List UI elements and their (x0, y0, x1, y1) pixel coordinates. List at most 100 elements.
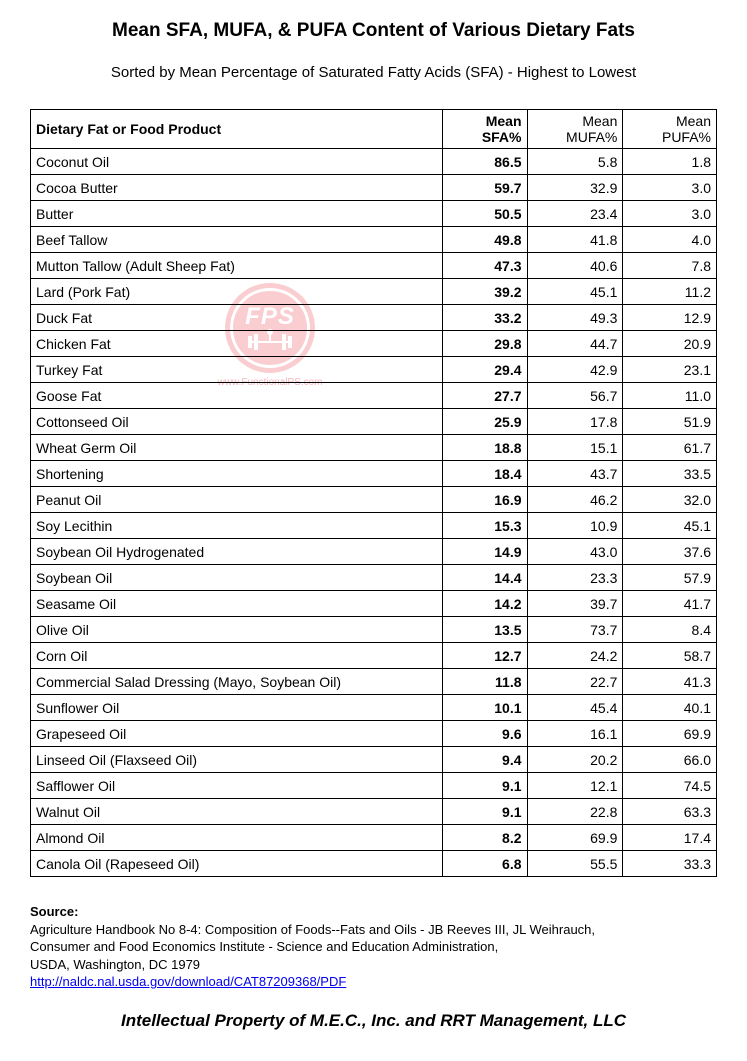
cell-sfa: 6.8 (442, 851, 527, 877)
cell-product: Sunflower Oil (31, 695, 443, 721)
table-row: Linseed Oil (Flaxseed Oil)9.420.266.0 (31, 747, 717, 773)
cell-pufa: 11.2 (623, 279, 717, 305)
cell-mufa: 40.6 (527, 253, 623, 279)
cell-product: Mutton Tallow (Adult Sheep Fat) (31, 253, 443, 279)
cell-pufa: 23.1 (623, 357, 717, 383)
cell-pufa: 3.0 (623, 201, 717, 227)
cell-sfa: 14.4 (442, 565, 527, 591)
cell-mufa: 69.9 (527, 825, 623, 851)
cell-sfa: 86.5 (442, 149, 527, 175)
cell-sfa: 29.4 (442, 357, 527, 383)
cell-product: Cottonseed Oil (31, 409, 443, 435)
cell-product: Grapeseed Oil (31, 721, 443, 747)
cell-mufa: 10.9 (527, 513, 623, 539)
table-row: Soybean Oil Hydrogenated14.943.037.6 (31, 539, 717, 565)
table-row: Coconut Oil86.55.81.8 (31, 149, 717, 175)
cell-sfa: 11.8 (442, 669, 527, 695)
table-row: Sunflower Oil10.145.440.1 (31, 695, 717, 721)
cell-product: Butter (31, 201, 443, 227)
cell-mufa: 46.2 (527, 487, 623, 513)
cell-sfa: 25.9 (442, 409, 527, 435)
source-line-2: Consumer and Food Economics Institute - … (30, 939, 498, 954)
table-body: Coconut Oil86.55.81.8Cocoa Butter59.732.… (31, 149, 717, 877)
cell-product: Canola Oil (Rapeseed Oil) (31, 851, 443, 877)
table-row: Safflower Oil9.112.174.5 (31, 773, 717, 799)
cell-sfa: 18.4 (442, 461, 527, 487)
table-row: Duck Fat33.249.312.9 (31, 305, 717, 331)
cell-sfa: 49.8 (442, 227, 527, 253)
cell-mufa: 55.5 (527, 851, 623, 877)
cell-mufa: 22.8 (527, 799, 623, 825)
table-row: Chicken Fat29.844.720.9 (31, 331, 717, 357)
cell-sfa: 14.2 (442, 591, 527, 617)
table-row: Mutton Tallow (Adult Sheep Fat)47.340.67… (31, 253, 717, 279)
cell-pufa: 66.0 (623, 747, 717, 773)
cell-product: Linseed Oil (Flaxseed Oil) (31, 747, 443, 773)
cell-product: Soy Lecithin (31, 513, 443, 539)
cell-mufa: 23.4 (527, 201, 623, 227)
cell-mufa: 42.9 (527, 357, 623, 383)
cell-sfa: 12.7 (442, 643, 527, 669)
cell-pufa: 7.8 (623, 253, 717, 279)
cell-mufa: 16.1 (527, 721, 623, 747)
cell-pufa: 45.1 (623, 513, 717, 539)
cell-sfa: 18.8 (442, 435, 527, 461)
table-row: Canola Oil (Rapeseed Oil)6.855.533.3 (31, 851, 717, 877)
cell-product: Lard (Pork Fat) (31, 279, 443, 305)
cell-sfa: 15.3 (442, 513, 527, 539)
cell-pufa: 12.9 (623, 305, 717, 331)
source-block: Source: Agriculture Handbook No 8-4: Com… (30, 903, 717, 991)
cell-mufa: 41.8 (527, 227, 623, 253)
cell-pufa: 3.0 (623, 175, 717, 201)
cell-product: Corn Oil (31, 643, 443, 669)
cell-pufa: 1.8 (623, 149, 717, 175)
cell-product: Soybean Oil (31, 565, 443, 591)
cell-mufa: 45.4 (527, 695, 623, 721)
cell-pufa: 11.0 (623, 383, 717, 409)
table-row: Almond Oil8.269.917.4 (31, 825, 717, 851)
page-subtitle: Sorted by Mean Percentage of Saturated F… (30, 64, 717, 81)
cell-sfa: 9.1 (442, 799, 527, 825)
copyright-notice: Intellectual Property of M.E.C., Inc. an… (30, 1011, 717, 1031)
cell-mufa: 43.7 (527, 461, 623, 487)
cell-mufa: 56.7 (527, 383, 623, 409)
cell-product: Safflower Oil (31, 773, 443, 799)
cell-mufa: 44.7 (527, 331, 623, 357)
cell-mufa: 43.0 (527, 539, 623, 565)
cell-product: Goose Fat (31, 383, 443, 409)
cell-pufa: 41.3 (623, 669, 717, 695)
fats-table: Dietary Fat or Food Product Mean SFA% Me… (30, 109, 717, 877)
table-row: Walnut Oil9.122.863.3 (31, 799, 717, 825)
cell-sfa: 59.7 (442, 175, 527, 201)
cell-sfa: 8.2 (442, 825, 527, 851)
cell-sfa: 10.1 (442, 695, 527, 721)
cell-sfa: 14.9 (442, 539, 527, 565)
cell-pufa: 4.0 (623, 227, 717, 253)
table-header-row: Dietary Fat or Food Product Mean SFA% Me… (31, 110, 717, 149)
cell-product: Chicken Fat (31, 331, 443, 357)
table-row: Seasame Oil14.239.741.7 (31, 591, 717, 617)
table-row: Turkey Fat29.442.923.1 (31, 357, 717, 383)
cell-pufa: 69.9 (623, 721, 717, 747)
table-row: Grapeseed Oil9.616.169.9 (31, 721, 717, 747)
table-row: Soybean Oil14.423.357.9 (31, 565, 717, 591)
cell-sfa: 9.1 (442, 773, 527, 799)
cell-mufa: 24.2 (527, 643, 623, 669)
cell-product: Walnut Oil (31, 799, 443, 825)
table-row: Olive Oil13.573.78.4 (31, 617, 717, 643)
cell-pufa: 41.7 (623, 591, 717, 617)
table-row: Cottonseed Oil25.917.851.9 (31, 409, 717, 435)
cell-product: Shortening (31, 461, 443, 487)
cell-sfa: 9.4 (442, 747, 527, 773)
cell-product: Peanut Oil (31, 487, 443, 513)
table-row: Beef Tallow49.841.84.0 (31, 227, 717, 253)
cell-pufa: 63.3 (623, 799, 717, 825)
cell-pufa: 33.3 (623, 851, 717, 877)
source-link[interactable]: http://naldc.nal.usda.gov/download/CAT87… (30, 974, 346, 989)
cell-product: Wheat Germ Oil (31, 435, 443, 461)
cell-product: Commercial Salad Dressing (Mayo, Soybean… (31, 669, 443, 695)
cell-product: Olive Oil (31, 617, 443, 643)
cell-pufa: 33.5 (623, 461, 717, 487)
cell-mufa: 15.1 (527, 435, 623, 461)
cell-sfa: 39.2 (442, 279, 527, 305)
